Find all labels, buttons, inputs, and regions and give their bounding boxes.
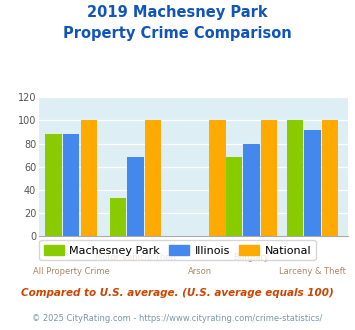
Bar: [209, 120, 226, 236]
Legend: Machesney Park, Illinois, National: Machesney Park, Illinois, National: [39, 240, 316, 260]
Bar: [127, 157, 144, 236]
Text: © 2025 CityRating.com - https://www.cityrating.com/crime-statistics/: © 2025 CityRating.com - https://www.city…: [32, 314, 323, 323]
Bar: [63, 134, 80, 236]
Bar: [145, 120, 162, 236]
Bar: [45, 134, 62, 236]
Text: Arson: Arson: [188, 267, 212, 276]
Bar: [261, 120, 277, 236]
Text: Property Crime Comparison: Property Crime Comparison: [63, 26, 292, 41]
Text: All Property Crime: All Property Crime: [33, 267, 110, 276]
Text: Motor Vehicle Theft: Motor Vehicle Theft: [95, 253, 176, 262]
Text: Burglary: Burglary: [233, 253, 269, 262]
Bar: [110, 198, 126, 236]
Bar: [225, 157, 242, 236]
Bar: [304, 130, 321, 236]
Bar: [81, 120, 97, 236]
Text: Compared to U.S. average. (U.S. average equals 100): Compared to U.S. average. (U.S. average …: [21, 288, 334, 298]
Bar: [243, 144, 260, 236]
Text: Larceny & Theft: Larceny & Theft: [279, 267, 346, 276]
Bar: [322, 120, 338, 236]
Text: 2019 Machesney Park: 2019 Machesney Park: [87, 5, 268, 20]
Bar: [287, 120, 303, 236]
